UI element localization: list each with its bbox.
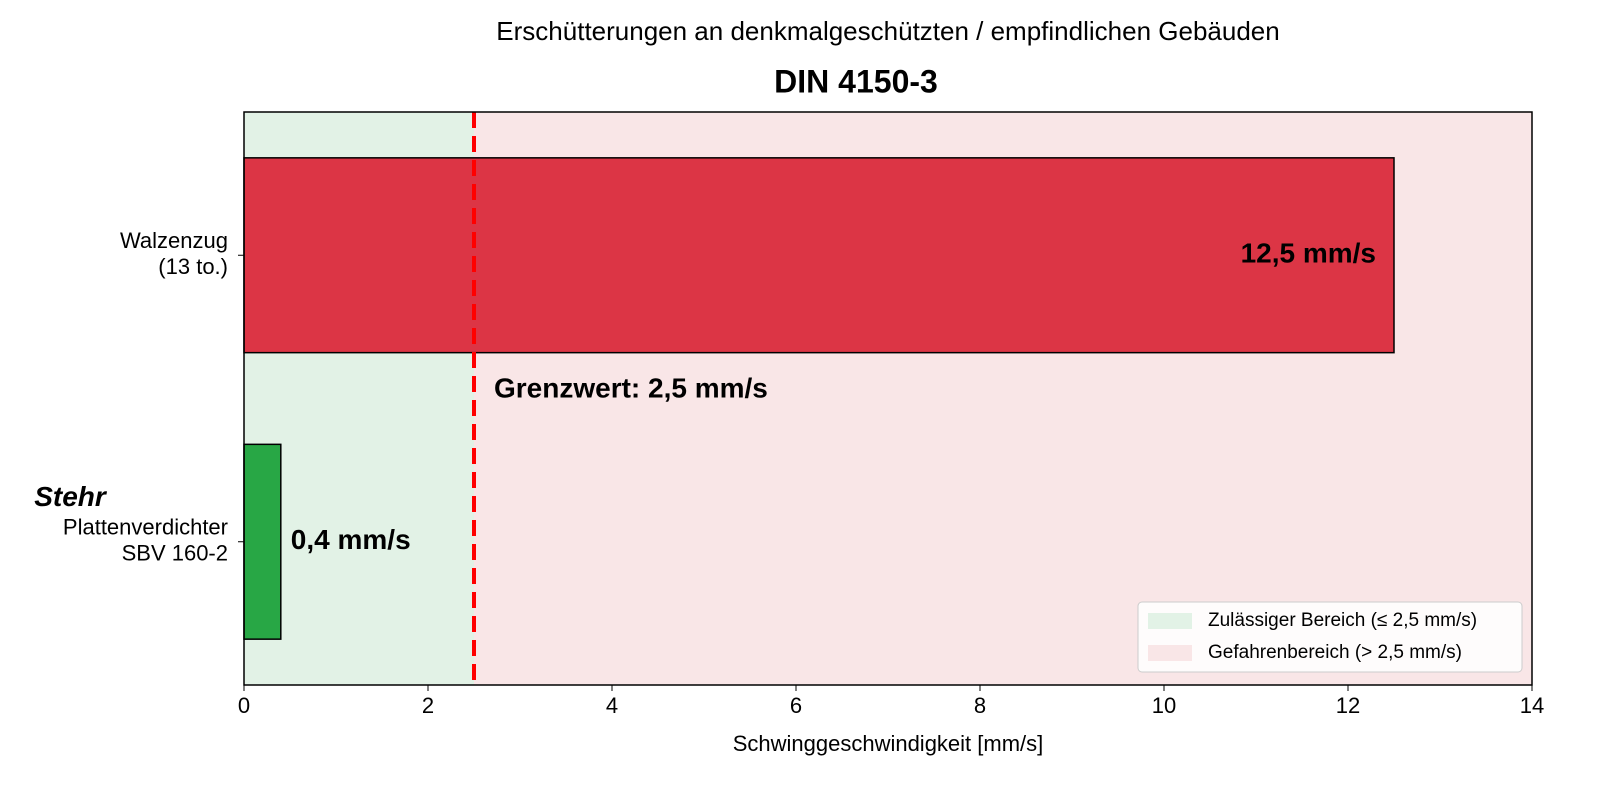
chart-subtitle: Erschütterungen an denkmalgeschützten / …	[496, 16, 1279, 46]
x-tick-label: 14	[1520, 693, 1544, 718]
chart-title: DIN 4150-3	[774, 63, 938, 99]
x-tick-label: 2	[422, 693, 434, 718]
y-tick-label: Plattenverdichter	[63, 515, 228, 540]
x-tick-label: 0	[238, 693, 250, 718]
category-badge: Stehr	[34, 481, 108, 512]
legend-swatch	[1148, 645, 1192, 661]
y-tick-label: Walzenzug	[120, 228, 228, 253]
threshold-label: Grenzwert: 2,5 mm/s	[494, 372, 768, 403]
bar	[243, 443, 282, 640]
x-axis-label: Schwinggeschwindigkeit [mm/s]	[733, 731, 1044, 756]
x-tick-label: 12	[1336, 693, 1360, 718]
x-tick-label: 4	[606, 693, 618, 718]
legend-swatch	[1148, 613, 1192, 629]
legend-box	[1137, 601, 1523, 673]
value-label: 12,5 mm/s	[1241, 238, 1376, 269]
y-tick-label: SBV 160-2	[122, 541, 228, 566]
plot-frame	[243, 111, 1533, 686]
bar	[243, 157, 1395, 354]
legend-label: Gefahrenbereich (> 2,5 mm/s)	[1208, 642, 1462, 663]
x-tick-label: 10	[1152, 693, 1176, 718]
y-tick-label: (13 to.)	[158, 254, 228, 279]
legend-label: Zulässiger Bereich (≤ 2,5 mm/s)	[1208, 610, 1477, 631]
value-label: 0,4 mm/s	[291, 524, 411, 555]
x-tick-label: 6	[790, 693, 802, 718]
x-tick-label: 8	[974, 693, 986, 718]
